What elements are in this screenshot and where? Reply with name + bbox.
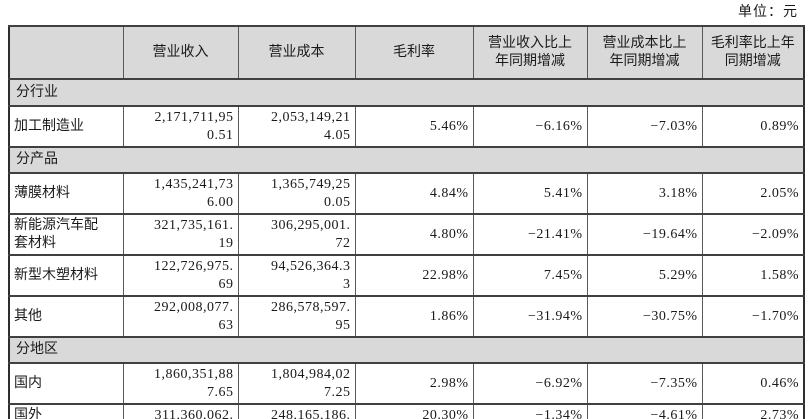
margin-cell: 22.98% bbox=[354, 254, 474, 297]
cost-cell: 2,053,149,21 4.05 bbox=[237, 105, 356, 148]
cost-yoy-cell: −7.35% bbox=[586, 362, 703, 405]
revenue-cell: 2,171,711,95 0.51 bbox=[122, 105, 239, 148]
revenue-cell: 321,735,161. 19 bbox=[122, 213, 239, 256]
row-label: 新能源汽车配 套材料 bbox=[8, 213, 124, 256]
revenue-cell: 292,008,077. 63 bbox=[122, 295, 239, 338]
margin-cell: 2.98% bbox=[354, 362, 474, 405]
revenue-yoy-cell: 5.41% bbox=[472, 172, 588, 215]
section-header: 分产品 bbox=[8, 146, 805, 174]
cost-cell: 248,165,186. bbox=[237, 403, 356, 419]
revenue-cell: 1,435,241,73 6.00 bbox=[122, 172, 239, 215]
cost-cell: 1,365,749,25 0.05 bbox=[237, 172, 356, 215]
table-row-overseas: 国外 311,360,062. 248,165,186. 20.30% −1.3… bbox=[8, 403, 805, 419]
row-label: 加工制造业 bbox=[8, 105, 124, 148]
table-row-other: 其他 292,008,077. 63 286,578,597. 95 1.86%… bbox=[8, 295, 805, 338]
header-revenue: 营业收入 bbox=[122, 25, 239, 80]
revenue-yoy-cell: 7.45% bbox=[472, 254, 588, 297]
revenue-yoy-cell: −31.94% bbox=[472, 295, 588, 338]
table-row-domestic: 国内 1,860,351,88 7.65 1,804,984,02 7.25 2… bbox=[8, 362, 805, 405]
revenue-yoy-cell: −21.41% bbox=[472, 213, 588, 256]
margin-cell: 5.46% bbox=[354, 105, 474, 148]
margin-yoy-cell: 1.58% bbox=[701, 254, 805, 297]
section-header: 分行业 bbox=[8, 78, 805, 107]
revenue-yoy-cell: −6.92% bbox=[472, 362, 588, 405]
cost-yoy-cell: −7.03% bbox=[586, 105, 703, 148]
cost-yoy-cell: −30.75% bbox=[586, 295, 703, 338]
header-cost-yoy: 营业成本比上 年同期增减 bbox=[586, 25, 703, 80]
margin-yoy-cell: 2.73% bbox=[701, 403, 805, 419]
revenue-yoy-cell: −1.34% bbox=[472, 403, 588, 419]
row-label: 其他 bbox=[8, 295, 124, 338]
section-header: 分地区 bbox=[8, 336, 805, 364]
cost-cell: 94,526,364.3 3 bbox=[237, 254, 356, 297]
margin-yoy-cell: 2.05% bbox=[701, 172, 805, 215]
cost-yoy-cell: −4.61% bbox=[586, 403, 703, 419]
row-label: 薄膜材料 bbox=[8, 172, 124, 215]
section-row-region: 分地区 bbox=[8, 336, 805, 364]
revenue-cell: 311,360,062. bbox=[122, 403, 239, 419]
header-margin-yoy: 毛利率比上年 同期增减 bbox=[701, 25, 805, 80]
margin-yoy-cell: 0.46% bbox=[701, 362, 805, 405]
header-cost: 营业成本 bbox=[237, 25, 356, 80]
row-label: 新型木塑材料 bbox=[8, 254, 124, 297]
table-row-wood-plastic: 新型木塑材料 122,726,975. 69 94,526,364.3 3 22… bbox=[8, 254, 805, 297]
margin-cell: 1.86% bbox=[354, 295, 474, 338]
cost-yoy-cell: −19.64% bbox=[586, 213, 703, 256]
section-row-industry: 分行业 bbox=[8, 78, 805, 107]
header-row: 营业收入 营业成本 毛利率 营业收入比上 年同期增减 营业成本比上 年同期增减 … bbox=[8, 25, 805, 80]
revenue-yoy-cell: −6.16% bbox=[472, 105, 588, 148]
table-row-manufacturing: 加工制造业 2,171,711,95 0.51 2,053,149,21 4.0… bbox=[8, 105, 805, 148]
table-row-nev-materials: 新能源汽车配 套材料 321,735,161. 19 306,295,001. … bbox=[8, 213, 805, 256]
margin-cell: 4.84% bbox=[354, 172, 474, 215]
header-revenue-yoy: 营业收入比上 年同期增减 bbox=[472, 25, 588, 80]
cost-yoy-cell: 3.18% bbox=[586, 172, 703, 215]
header-blank bbox=[8, 25, 124, 80]
margin-yoy-cell: −1.70% bbox=[701, 295, 805, 338]
section-row-product: 分产品 bbox=[8, 146, 805, 174]
cost-cell: 286,578,597. 95 bbox=[237, 295, 356, 338]
margin-cell: 4.80% bbox=[354, 213, 474, 256]
table-row-film-materials: 薄膜材料 1,435,241,73 6.00 1,365,749,25 0.05… bbox=[8, 172, 805, 215]
cost-cell: 306,295,001. 72 bbox=[237, 213, 356, 256]
segment-revenue-table: 营业收入 营业成本 毛利率 营业收入比上 年同期增减 营业成本比上 年同期增减 … bbox=[8, 25, 805, 419]
margin-yoy-cell: 0.89% bbox=[701, 105, 805, 148]
revenue-cell: 1,860,351,88 7.65 bbox=[122, 362, 239, 405]
cost-yoy-cell: 5.29% bbox=[586, 254, 703, 297]
unit-label: 单位：元 bbox=[738, 5, 798, 20]
revenue-cell: 122,726,975. 69 bbox=[122, 254, 239, 297]
row-label: 国外 bbox=[8, 403, 124, 419]
margin-cell: 20.30% bbox=[354, 403, 474, 419]
margin-yoy-cell: −2.09% bbox=[701, 213, 805, 256]
header-margin: 毛利率 bbox=[354, 25, 474, 80]
row-label: 国内 bbox=[8, 362, 124, 405]
cost-cell: 1,804,984,02 7.25 bbox=[237, 362, 356, 405]
